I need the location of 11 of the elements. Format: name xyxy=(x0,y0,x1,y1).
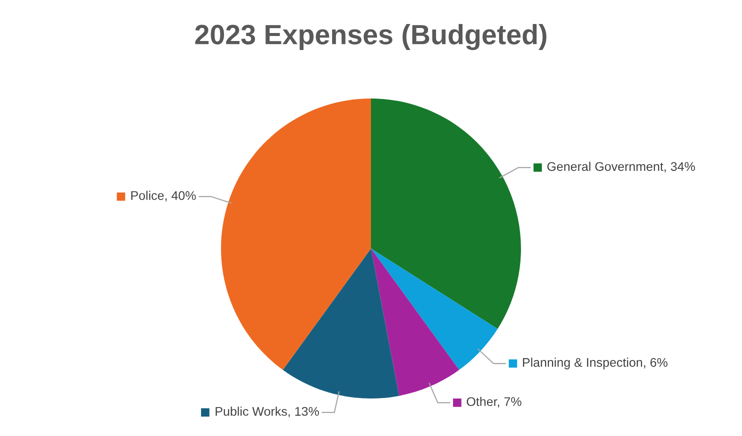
legend-label: General Government, 34% xyxy=(547,162,695,172)
legend-label: Public Works, 13% xyxy=(216,406,319,418)
legend-label: Other, 7% xyxy=(466,396,522,408)
pie-slice xyxy=(371,248,460,396)
legend-label: Planning & Inspection, 6% xyxy=(522,358,668,370)
pie-slice xyxy=(371,248,498,370)
pie-slice xyxy=(221,98,371,370)
pie-slice xyxy=(282,248,400,398)
chart-title: 2023 Expenses (Budgeted) xyxy=(195,24,546,50)
pie-slice xyxy=(371,98,521,329)
legend-label: Police, 40% xyxy=(131,190,196,202)
